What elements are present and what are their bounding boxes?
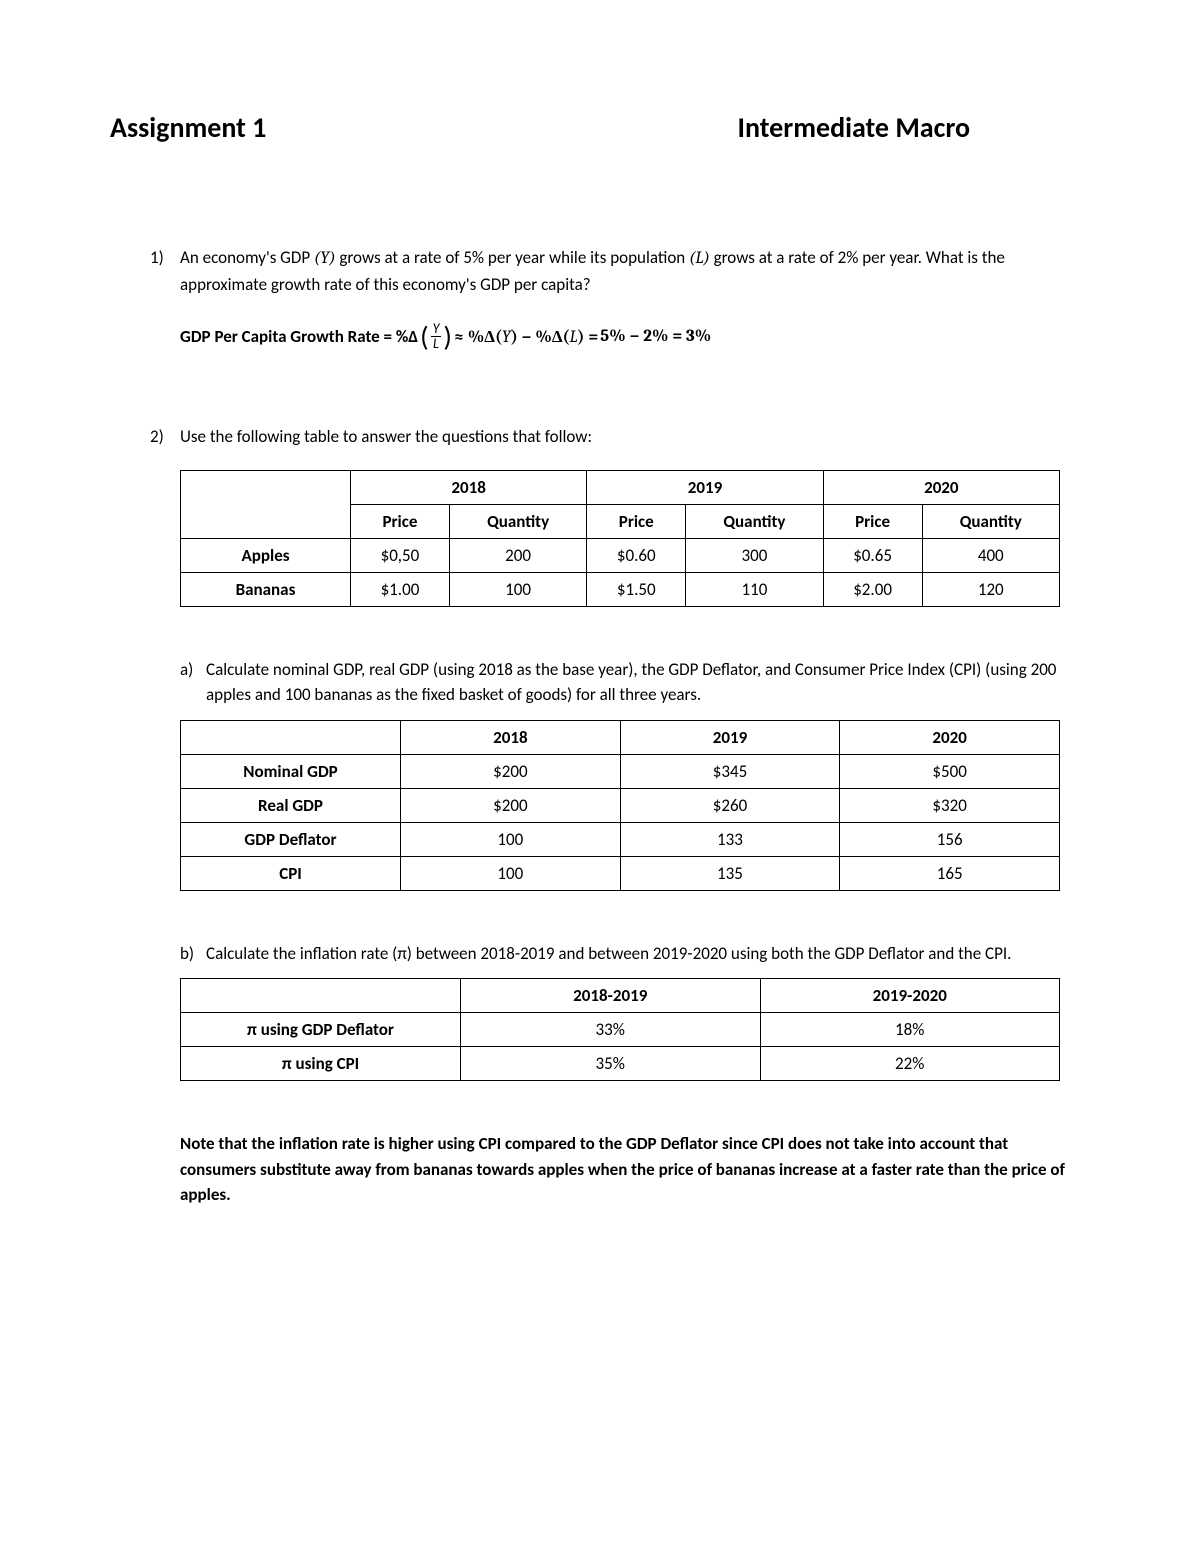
sub-header: Quantity (449, 504, 586, 538)
sub-header: Price (351, 504, 450, 538)
cell: 135 (620, 856, 840, 890)
q2-number: 2) (150, 424, 180, 450)
sub-header: Price (823, 504, 922, 538)
table-row: Bananas $1.00 100 $1.50 110 $2.00 120 (181, 572, 1060, 606)
gdp-calculations-table: 2018 2019 2020 Nominal GDP $200 $345 $50… (180, 720, 1060, 891)
explanatory-note: Note that the inflation rate is higher u… (180, 1131, 1080, 1208)
question-1: 1) An economy's GDP (Y) grows at a rate … (150, 245, 1080, 297)
col-header: 2020 (840, 720, 1060, 754)
cell: 22% (760, 1047, 1060, 1081)
year-header: 2018 (351, 470, 587, 504)
blank-header (181, 470, 351, 538)
cell: 156 (840, 822, 1060, 856)
cell: $320 (840, 788, 1060, 822)
q2a-number: a) (180, 657, 206, 708)
q1-formula: GDP Per Capita Growth Rate = %Δ ( Y L ) … (180, 319, 1080, 354)
blank-header (181, 979, 461, 1013)
q2b-text: Calculate the inflation rate (π) between… (206, 941, 1080, 967)
table-row: π using GDP Deflator 33% 18% (181, 1013, 1060, 1047)
blank-header (181, 720, 401, 754)
table-row: 2018 2019 2020 (181, 470, 1060, 504)
row-label: π using GDP Deflator (181, 1013, 461, 1047)
col-header: 2019 (620, 720, 840, 754)
year-header: 2020 (823, 470, 1059, 504)
formula-approx: ≈ %Δ(Y) − %Δ(L) = (454, 327, 598, 347)
sub-header: Quantity (686, 504, 823, 538)
row-label: CPI (181, 856, 401, 890)
row-label: Bananas (181, 572, 351, 606)
cell: 165 (840, 856, 1060, 890)
q2b-number: b) (180, 941, 206, 967)
cell: $345 (620, 754, 840, 788)
cell: 300 (686, 538, 823, 572)
paren-close: ) (443, 319, 452, 354)
cell: 120 (922, 572, 1059, 606)
header-right: Intermediate Macro (738, 110, 1090, 145)
formula-result: 5% − 2% = 3% (600, 327, 711, 346)
cell: $500 (840, 754, 1060, 788)
cell: 100 (401, 856, 621, 890)
cell: $2.00 (823, 572, 922, 606)
cell: 100 (401, 822, 621, 856)
table-row: π using CPI 35% 22% (181, 1047, 1060, 1081)
table-row: 2018 2019 2020 (181, 720, 1060, 754)
cell: $0.60 (587, 538, 686, 572)
cell: 133 (620, 822, 840, 856)
cell: 18% (760, 1013, 1060, 1047)
sub-header: Price (587, 504, 686, 538)
row-label: Real GDP (181, 788, 401, 822)
col-header: 2019-2020 (760, 979, 1060, 1013)
cell: 200 (449, 538, 586, 572)
cell: 33% (461, 1013, 761, 1047)
table-row: CPI 100 135 165 (181, 856, 1060, 890)
row-label: Nominal GDP (181, 754, 401, 788)
formula-label: GDP Per Capita Growth Rate = %Δ (180, 326, 418, 347)
question-2b: b) Calculate the inflation rate (π) betw… (180, 941, 1080, 967)
cell: 35% (461, 1047, 761, 1081)
col-header: 2018-2019 (461, 979, 761, 1013)
table-row: GDP Deflator 100 133 156 (181, 822, 1060, 856)
table-row: Apples $0,50 200 $0.60 300 $0.65 400 (181, 538, 1060, 572)
row-label: Apples (181, 538, 351, 572)
question-2: 2) Use the following table to answer the… (150, 424, 1080, 450)
row-label: π using CPI (181, 1047, 461, 1081)
q1-text: An economy's GDP (Y) grows at a rate of … (180, 245, 1080, 297)
inflation-table: 2018-2019 2019-2020 π using GDP Deflator… (180, 978, 1060, 1081)
cell: 100 (449, 572, 586, 606)
price-quantity-table: 2018 2019 2020 Price Quantity Price Quan… (180, 470, 1060, 607)
col-header: 2018 (401, 720, 621, 754)
cell: $200 (401, 754, 621, 788)
cell: $200 (401, 788, 621, 822)
content-area: 1) An economy's GDP (Y) grows at a rate … (110, 245, 1090, 1208)
row-label: GDP Deflator (181, 822, 401, 856)
table-row: Real GDP $200 $260 $320 (181, 788, 1060, 822)
sub-header: Quantity (922, 504, 1059, 538)
q2a-text: Calculate nominal GDP, real GDP (using 2… (206, 657, 1080, 708)
year-header: 2019 (587, 470, 823, 504)
cell: $1.00 (351, 572, 450, 606)
cell: $0,50 (351, 538, 450, 572)
frac-bot: L (431, 337, 441, 351)
cell: 400 (922, 538, 1059, 572)
question-2a: a) Calculate nominal GDP, real GDP (usin… (180, 657, 1080, 708)
header-left: Assignment 1 (110, 110, 266, 145)
cell: $1.50 (587, 572, 686, 606)
table-row: Nominal GDP $200 $345 $500 (181, 754, 1060, 788)
fraction: Y L (431, 322, 442, 351)
paren-open: ( (420, 319, 429, 354)
document-page: Assignment 1 Intermediate Macro 1) An ec… (0, 0, 1200, 1288)
page-header: Assignment 1 Intermediate Macro (110, 110, 1090, 145)
cell: $260 (620, 788, 840, 822)
q1-number: 1) (150, 245, 180, 297)
cell: 110 (686, 572, 823, 606)
table-row: 2018-2019 2019-2020 (181, 979, 1060, 1013)
cell: $0.65 (823, 538, 922, 572)
q2-text: Use the following table to answer the qu… (180, 424, 1080, 450)
